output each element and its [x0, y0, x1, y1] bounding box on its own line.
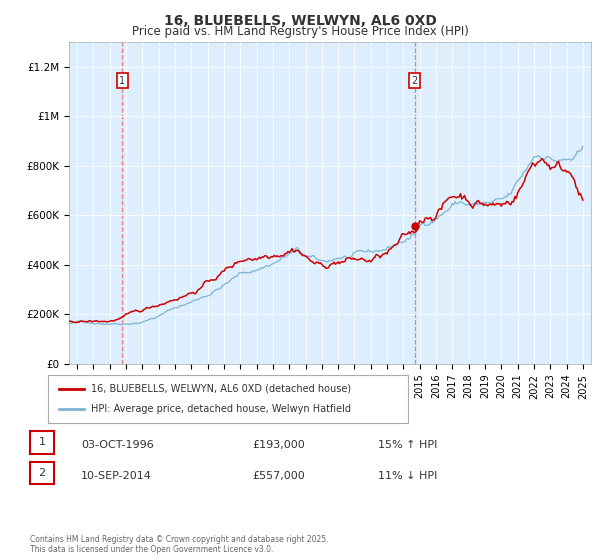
Text: 11% ↓ HPI: 11% ↓ HPI	[378, 471, 437, 481]
Text: 15% ↑ HPI: 15% ↑ HPI	[378, 440, 437, 450]
Text: 03-OCT-1996: 03-OCT-1996	[81, 440, 154, 450]
Text: Price paid vs. HM Land Registry's House Price Index (HPI): Price paid vs. HM Land Registry's House …	[131, 25, 469, 38]
Text: HPI: Average price, detached house, Welwyn Hatfield: HPI: Average price, detached house, Welw…	[91, 404, 351, 414]
Text: 16, BLUEBELLS, WELWYN, AL6 0XD: 16, BLUEBELLS, WELWYN, AL6 0XD	[164, 14, 436, 28]
Text: 1: 1	[119, 76, 125, 86]
Text: £193,000: £193,000	[252, 440, 305, 450]
Text: 2: 2	[38, 468, 46, 478]
Text: 16, BLUEBELLS, WELWYN, AL6 0XD (detached house): 16, BLUEBELLS, WELWYN, AL6 0XD (detached…	[91, 384, 352, 394]
Text: 1: 1	[38, 437, 46, 447]
Text: Contains HM Land Registry data © Crown copyright and database right 2025.
This d: Contains HM Land Registry data © Crown c…	[30, 535, 329, 554]
Text: 10-SEP-2014: 10-SEP-2014	[81, 471, 152, 481]
Text: £557,000: £557,000	[252, 471, 305, 481]
Text: 2: 2	[412, 76, 418, 86]
